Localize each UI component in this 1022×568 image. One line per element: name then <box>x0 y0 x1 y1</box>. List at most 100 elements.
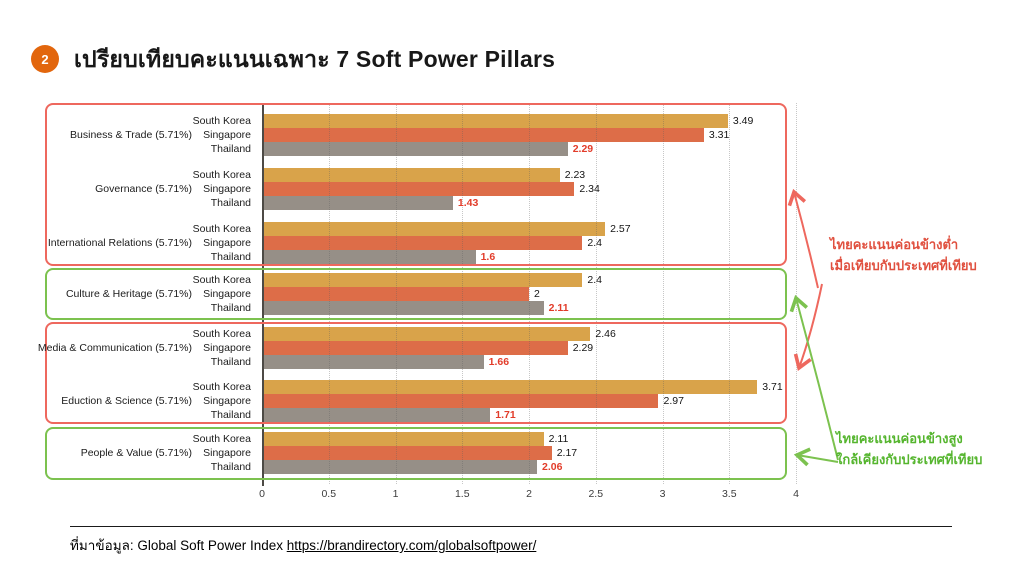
value-label: 1.6 <box>480 251 496 263</box>
group-box-green <box>45 427 787 480</box>
series-label: Singapore <box>203 183 251 195</box>
annotation-high-line2: ใกล้เคียงกับประเทศที่เทียบ <box>836 452 983 467</box>
axis-tick-label: 1.5 <box>454 488 470 500</box>
category-label: People & Value (5.71%) <box>80 447 192 459</box>
data-source: ที่มาข้อมูล: Global Soft Power Index htt… <box>70 534 536 556</box>
series-label: South Korea <box>192 433 251 445</box>
slide-number-badge: 2 <box>31 45 59 73</box>
bar-singapore <box>262 394 659 408</box>
category-label: Business & Trade (5.71%) <box>70 129 192 141</box>
value-label: 1.71 <box>495 409 516 421</box>
bar-singapore <box>262 446 552 460</box>
series-label: Thailand <box>210 197 251 209</box>
bar-singapore <box>262 287 529 301</box>
gridline <box>529 103 530 484</box>
bar-singapore <box>262 341 568 355</box>
series-label: Singapore <box>203 395 251 407</box>
gridline <box>662 103 664 484</box>
gridline <box>729 103 731 484</box>
axis-tick-label: 3.5 <box>721 488 737 500</box>
series-label: Singapore <box>203 129 251 141</box>
group-box-green <box>45 268 787 320</box>
series-label: Thailand <box>210 143 251 155</box>
bar-singapore <box>262 236 583 250</box>
value-label: 2.4 <box>587 237 602 249</box>
gridline <box>328 103 330 484</box>
value-label: 2.29 <box>572 342 594 354</box>
group-box-red <box>45 103 787 266</box>
bar-south-korea <box>262 432 544 446</box>
bar-south-korea <box>262 327 591 341</box>
series-label: Singapore <box>203 447 251 459</box>
axis-tick-label: 2.5 <box>588 488 604 500</box>
value-label: 2.11 <box>548 433 569 445</box>
gridline <box>462 103 464 484</box>
bar-thailand <box>262 408 491 422</box>
series-label: Thailand <box>210 251 251 263</box>
series-label: Thailand <box>210 302 251 314</box>
axis-tick-label: 2 <box>526 488 532 500</box>
value-label: 2.06 <box>542 461 563 473</box>
value-label: 2.97 <box>663 395 684 407</box>
value-label: 1.43 <box>457 197 479 209</box>
gridline <box>796 103 797 484</box>
axis-tick-label: 1 <box>392 488 399 500</box>
value-label: 2.23 <box>564 169 586 181</box>
series-label: South Korea <box>192 274 251 286</box>
data-source-prefix: ที่มาข้อมูล: Global Soft Power Index <box>70 538 287 553</box>
category-label: Culture & Heritage (5.71%) <box>65 288 192 300</box>
series-label: Singapore <box>203 237 251 249</box>
axis-tick-label: 4 <box>793 488 799 500</box>
value-label: 2.34 <box>579 183 600 195</box>
series-label: Singapore <box>203 288 251 300</box>
value-label: 2.17 <box>556 447 578 459</box>
bar-south-korea <box>262 222 606 236</box>
series-label: South Korea <box>192 328 251 340</box>
axis-tick-label: 0 <box>259 488 265 500</box>
series-label: South Korea <box>192 169 251 181</box>
annotation-low-line2: เมื่อเทียบกับประเทศที่เทียบ <box>830 258 977 273</box>
value-label: 2.4 <box>587 274 602 286</box>
annotation-low-score: ไทยคะแนนค่อนข้างต่ำ เมื่อเทียบกับประเทศท… <box>830 234 977 276</box>
value-label: 1.66 <box>488 356 510 368</box>
annotation-low-line1: ไทยคะแนนค่อนข้างต่ำ <box>830 237 959 252</box>
bar-singapore <box>262 128 704 142</box>
value-label: 3.49 <box>732 115 754 127</box>
axis-tick-label: 3 <box>659 488 666 500</box>
footer-divider <box>70 526 952 527</box>
value-label: 2.57 <box>610 223 631 235</box>
axis-tick-label: 0.5 <box>321 488 337 500</box>
source-link[interactable]: https://brandirectory.com/globalsoftpowe… <box>286 538 537 553</box>
bar-thailand <box>262 250 476 264</box>
value-label: 2.11 <box>548 302 569 314</box>
annotation-high-score: ไทยคะแนนค่อนข้างสูง ใกล้เคียงกับประเทศที… <box>836 428 982 470</box>
bar-south-korea <box>262 273 583 287</box>
value-label: 2.29 <box>572 143 594 155</box>
group-box-red <box>45 322 787 424</box>
series-label: South Korea <box>192 223 251 235</box>
value-label: 3.31 <box>708 129 730 141</box>
bar-thailand <box>262 355 484 369</box>
gridline <box>395 103 397 484</box>
bar-south-korea <box>262 114 728 128</box>
series-label: Singapore <box>203 342 251 354</box>
category-label: Governance (5.71%) <box>95 183 192 195</box>
bar-south-korea <box>262 380 758 394</box>
value-label: 3.71 <box>762 381 783 393</box>
bar-thailand <box>262 142 568 156</box>
bar-thailand <box>262 460 537 474</box>
bar-thailand <box>262 196 453 210</box>
value-label: 2.46 <box>595 328 616 340</box>
gridline <box>595 103 597 484</box>
annotation-high-line1: ไทยคะแนนค่อนข้างสูง <box>836 431 963 446</box>
category-label: International Relations (5.71%) <box>47 237 192 249</box>
series-label: Thailand <box>210 409 251 421</box>
series-label: Thailand <box>210 356 251 368</box>
axis-line <box>262 103 264 486</box>
series-label: Thailand <box>210 461 251 473</box>
category-label: Media & Communication (5.71%) <box>37 342 192 354</box>
category-label: Eduction & Science (5.71%) <box>61 395 192 407</box>
bar-south-korea <box>262 168 560 182</box>
